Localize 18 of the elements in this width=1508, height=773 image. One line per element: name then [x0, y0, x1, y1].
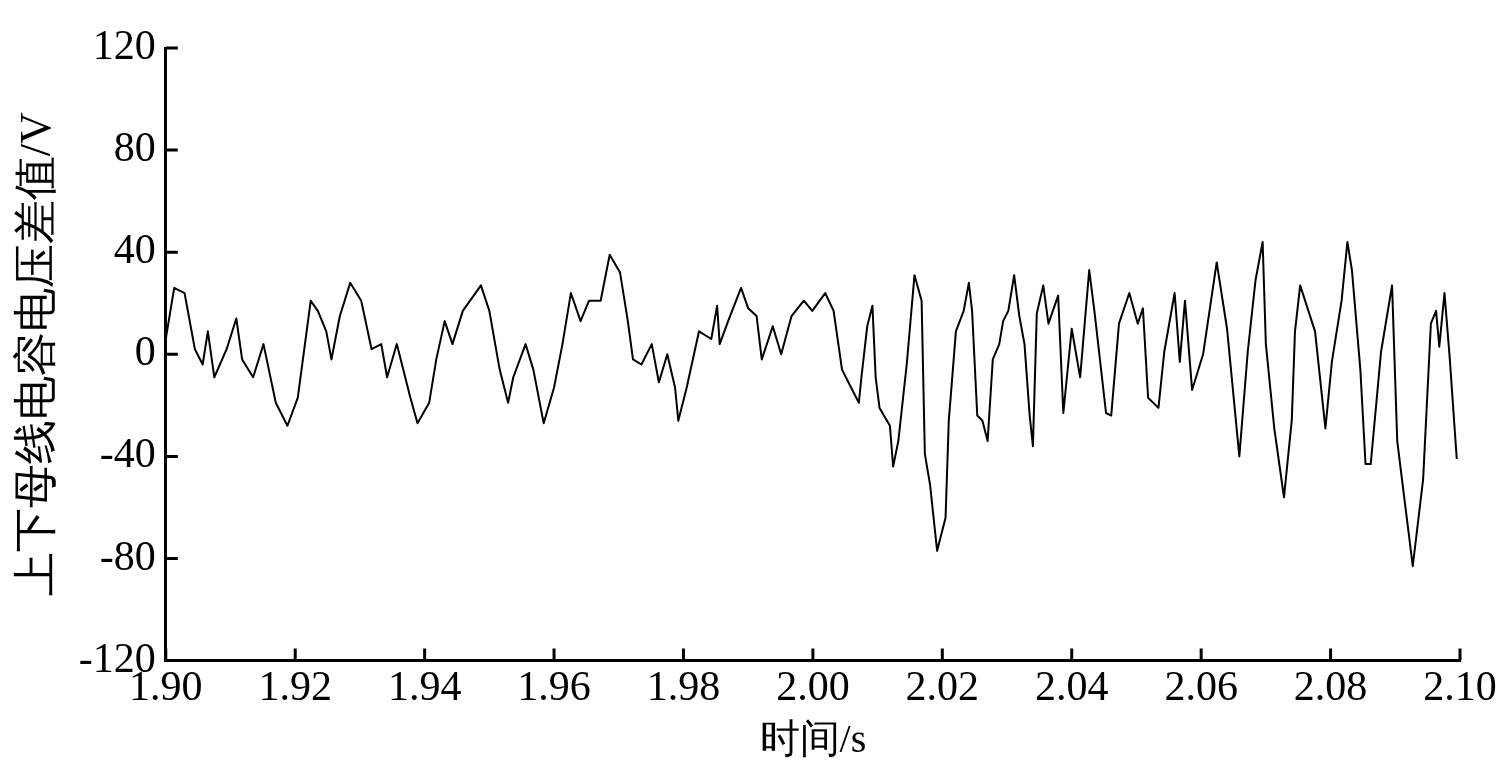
x-tick-label: 1.92	[258, 662, 332, 709]
x-tick-label: 2.04	[1034, 662, 1109, 709]
x-tick-label: 2.08	[1293, 662, 1368, 709]
x-tick-label: 1.98	[646, 662, 721, 709]
x-tick-label: 2.06	[1164, 662, 1238, 709]
x-tick-label: 2.00	[776, 662, 850, 709]
y-tick-label: 80	[113, 124, 156, 171]
y-tick-label: 0	[134, 328, 156, 375]
y-tick-label: -40	[99, 430, 156, 477]
x-tick-label: 1.96	[517, 662, 591, 709]
x-tick-label: 1.94	[387, 662, 462, 709]
x-tick-label: 2.02	[905, 662, 980, 709]
x-tick-label: 2.10	[1423, 662, 1497, 709]
y-tick-label: 40	[113, 226, 156, 273]
x-axis-title: 时间/s	[759, 715, 867, 761]
y-axis-title: 上下母线电容电压差值/V	[10, 112, 60, 597]
y-tick-label: -80	[99, 532, 156, 579]
y-tick-label: 120	[92, 22, 156, 69]
